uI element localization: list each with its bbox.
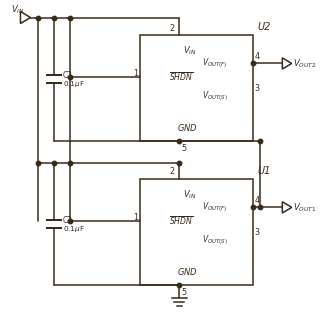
Text: $\overline{SHDN}$: $\overline{SHDN}$ [169, 71, 193, 83]
Text: $V_{OUT(S)}$: $V_{OUT(S)}$ [202, 89, 228, 103]
Text: 0.1$\mu$F: 0.1$\mu$F [63, 79, 84, 89]
Text: $GND$: $GND$ [177, 122, 197, 133]
Text: $V_{OUT(F)}$: $V_{OUT(F)}$ [202, 56, 228, 70]
Text: 1: 1 [133, 213, 138, 222]
Text: C2: C2 [63, 71, 73, 80]
Text: 5: 5 [181, 144, 186, 152]
Polygon shape [282, 202, 292, 213]
Text: $V_{OUT(S)}$: $V_{OUT(S)}$ [202, 233, 228, 247]
Text: 3: 3 [254, 228, 259, 237]
Text: 3: 3 [254, 84, 259, 93]
Text: $V_{IN}$: $V_{IN}$ [183, 44, 197, 57]
Text: U2: U2 [257, 22, 271, 32]
Bar [140, 179, 252, 285]
Text: 0.1$\mu$F: 0.1$\mu$F [63, 224, 84, 234]
Bar [140, 35, 252, 141]
Text: $V_{OUT1}$: $V_{OUT1}$ [293, 201, 316, 214]
Text: 2: 2 [170, 167, 175, 177]
Text: C2: C2 [63, 216, 73, 225]
Text: $GND$: $GND$ [177, 266, 197, 277]
Text: 5: 5 [181, 288, 186, 296]
Polygon shape [20, 11, 30, 23]
Text: 1: 1 [133, 69, 138, 78]
Text: $V_{OUT(F)}$: $V_{OUT(F)}$ [202, 200, 228, 214]
Text: 4: 4 [254, 196, 259, 205]
Polygon shape [282, 58, 292, 69]
Text: 4: 4 [254, 52, 259, 61]
Text: 2: 2 [170, 23, 175, 33]
Text: $V_{IN}$: $V_{IN}$ [11, 3, 25, 16]
Text: $\overline{SHDN}$: $\overline{SHDN}$ [169, 215, 193, 227]
Text: U1: U1 [257, 166, 271, 176]
Text: $V_{IN}$: $V_{IN}$ [183, 188, 197, 201]
Text: $V_{OUT2}$: $V_{OUT2}$ [293, 57, 316, 70]
